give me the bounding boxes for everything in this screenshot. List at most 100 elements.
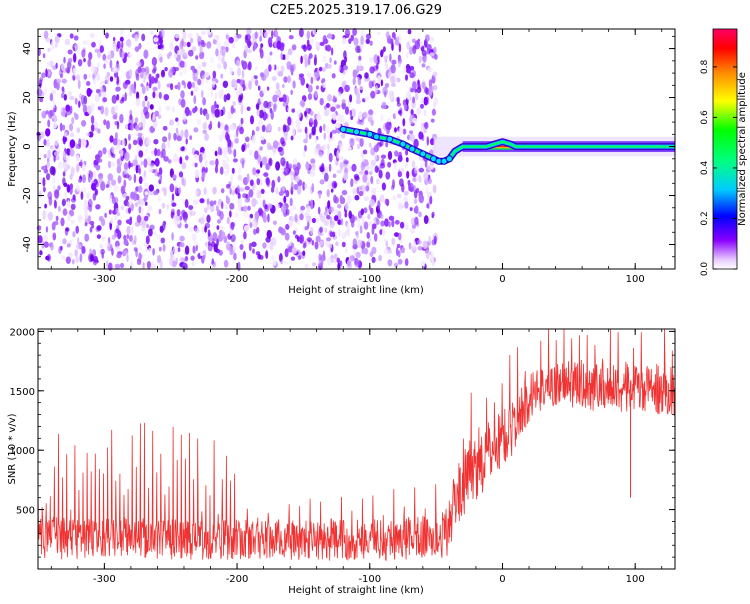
noise-cell — [368, 80, 373, 89]
noise-cell — [197, 41, 201, 47]
noise-cell — [357, 65, 362, 71]
noise-cell — [263, 172, 269, 177]
noise-cell — [142, 119, 146, 130]
noise-cell — [341, 99, 346, 104]
noise-cell — [427, 165, 431, 171]
noise-cell — [364, 159, 369, 168]
noise-cell — [73, 35, 79, 41]
noise-cell — [213, 243, 218, 253]
noise-cell — [306, 30, 311, 40]
noise-cell — [170, 66, 175, 74]
noise-cell — [262, 199, 266, 208]
noise-cell — [305, 161, 310, 171]
noise-cell — [41, 72, 46, 78]
noise-cell — [317, 43, 321, 49]
noise-cell — [154, 147, 158, 157]
signal-track-point — [372, 133, 380, 141]
snr-panel: -300 -200 -100 0 100 500 1000 1500 2000 Height … — [7, 327, 676, 596]
noise-cell — [346, 195, 352, 204]
noise-cell — [45, 128, 51, 137]
noise-cell — [254, 79, 259, 86]
noise-cell — [282, 83, 285, 89]
noise-cell — [294, 213, 298, 223]
noise-cell — [62, 150, 66, 157]
noise-cell — [230, 221, 235, 231]
noise-cell — [409, 182, 414, 193]
noise-cell — [215, 48, 219, 57]
noise-cell — [352, 27, 357, 36]
noise-cell — [288, 163, 293, 169]
noise-cell — [48, 196, 53, 206]
noise-cell — [111, 153, 116, 158]
noise-cell — [234, 81, 238, 89]
noise-cell — [360, 152, 365, 159]
noise-cell — [74, 97, 78, 105]
noise-cell — [223, 94, 227, 103]
noise-cell — [259, 178, 263, 186]
noise-cell — [273, 103, 277, 112]
noise-cell — [201, 61, 207, 67]
noise-cell — [56, 82, 60, 91]
noise-cell — [277, 146, 283, 153]
noise-cell — [259, 28, 263, 37]
noise-cell — [397, 62, 401, 68]
noise-cell — [45, 68, 48, 78]
noise-cell — [248, 189, 254, 198]
noise-cell — [405, 74, 408, 81]
noise-cell — [335, 122, 341, 129]
noise-cell — [355, 137, 361, 142]
noise-cell — [365, 165, 370, 171]
noise-cell — [156, 90, 159, 99]
noise-cell — [401, 168, 405, 173]
noise-cell — [323, 38, 329, 45]
noise-cell — [403, 190, 409, 196]
noise-cell — [160, 237, 166, 244]
noise-cell — [382, 228, 386, 236]
noise-cell — [83, 73, 88, 80]
noise-cell — [311, 126, 316, 135]
noise-cell — [236, 59, 241, 67]
noise-cell — [171, 202, 177, 207]
noise-cell — [109, 183, 113, 190]
noise-cell — [310, 76, 314, 85]
noise-cell — [138, 122, 142, 128]
noise-cell — [73, 53, 77, 63]
noise-cell — [287, 75, 291, 84]
noise-cell — [249, 179, 254, 187]
noise-cell — [377, 31, 381, 36]
noise-cell — [184, 199, 189, 208]
noise-cell — [231, 185, 235, 193]
noise-cell — [329, 131, 333, 139]
noise-cell — [188, 49, 194, 57]
noise-cell — [72, 231, 76, 238]
noise-cell — [129, 109, 133, 116]
spectrogram-x-ticks: -300 -200 -100 0 100 — [50, 29, 663, 285]
noise-cell — [279, 253, 283, 263]
noise-cell — [228, 146, 231, 155]
noise-cell — [320, 215, 326, 223]
noise-cell — [394, 127, 397, 133]
noise-cell — [126, 225, 131, 235]
noise-cell — [174, 67, 179, 72]
noise-cell — [380, 213, 384, 219]
noise-cell — [251, 241, 257, 248]
noise-cell — [117, 163, 122, 173]
noise-cell — [364, 96, 370, 101]
noise-cell — [85, 192, 91, 199]
noise-cell — [121, 41, 124, 48]
noise-cell — [83, 95, 88, 105]
noise-cell — [84, 211, 89, 220]
noise-cell — [135, 73, 140, 81]
noise-cell — [248, 80, 252, 90]
noise-cell — [432, 85, 438, 91]
noise-cell — [346, 260, 352, 267]
noise-cell — [397, 232, 402, 241]
noise-cell — [412, 240, 416, 250]
noise-cell — [204, 71, 210, 78]
noise-cell — [302, 181, 306, 191]
noise-cell — [256, 178, 261, 186]
noise-cell — [152, 91, 156, 99]
noise-cell — [330, 47, 334, 56]
signal-track-point — [366, 130, 374, 138]
noise-cell — [180, 129, 184, 138]
